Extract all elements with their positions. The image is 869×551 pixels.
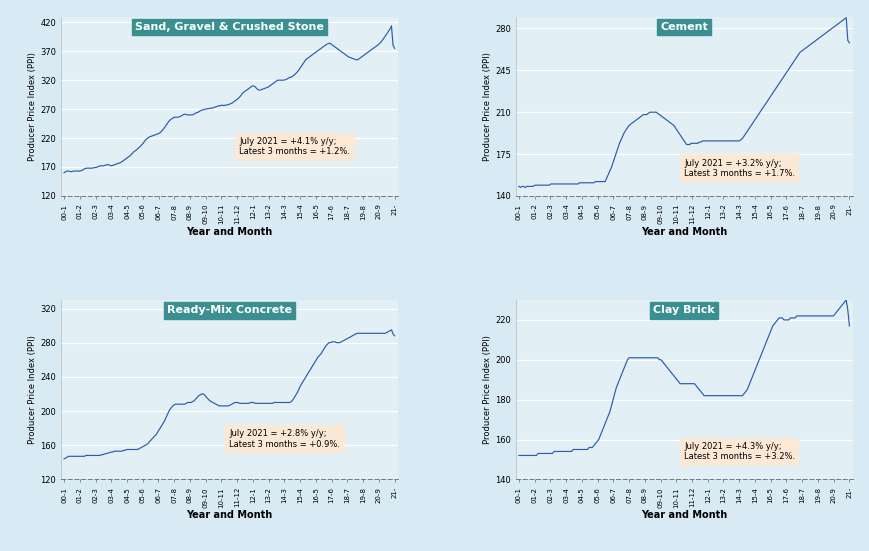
Text: Sand, Gravel & Crushed Stone: Sand, Gravel & Crushed Stone (135, 22, 323, 32)
Y-axis label: Producer Price Index (PPI): Producer Price Index (PPI) (482, 335, 492, 444)
Text: Cement: Cement (660, 22, 707, 32)
Text: Clay Brick: Clay Brick (653, 305, 714, 315)
Text: Ready-Mix Concrete: Ready-Mix Concrete (167, 305, 291, 315)
Y-axis label: Producer Price Index (PPI): Producer Price Index (PPI) (29, 335, 37, 444)
X-axis label: Year and Month: Year and Month (640, 227, 726, 237)
Y-axis label: Producer Price Index (PPI): Producer Price Index (PPI) (482, 52, 492, 161)
Text: July 2021 = +2.8% y/y;
Latest 3 months = +0.9%.: July 2021 = +2.8% y/y; Latest 3 months =… (229, 429, 340, 449)
X-axis label: Year and Month: Year and Month (640, 510, 726, 520)
Text: July 2021 = +4.3% y/y;
Latest 3 months = +3.2%.: July 2021 = +4.3% y/y; Latest 3 months =… (683, 442, 794, 461)
Y-axis label: Producer Price Index (PPI): Producer Price Index (PPI) (28, 52, 37, 161)
Text: July 2021 = +4.1% y/y;
Latest 3 months = +1.2%.: July 2021 = +4.1% y/y; Latest 3 months =… (239, 137, 350, 156)
X-axis label: Year and Month: Year and Month (186, 510, 272, 520)
X-axis label: Year and Month: Year and Month (186, 227, 272, 237)
Text: July 2021 = +3.2% y/y;
Latest 3 months = +1.7%.: July 2021 = +3.2% y/y; Latest 3 months =… (683, 159, 794, 178)
